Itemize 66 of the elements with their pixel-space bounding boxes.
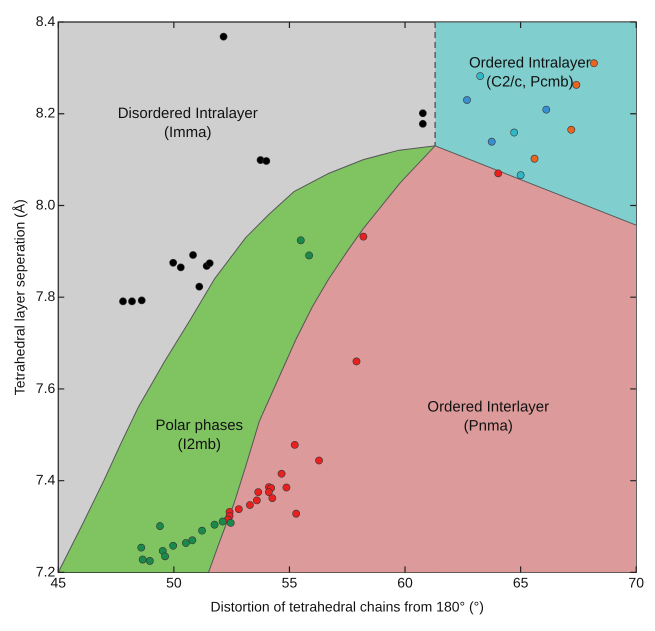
point [138,556,147,564]
point [176,263,185,272]
point [146,557,154,565]
x-tick-label: 50 [166,574,182,591]
point [463,96,471,104]
point [292,510,300,518]
y-tick-label: 8.2 [36,104,56,121]
y-tick-label: 7.6 [36,380,56,396]
point [156,522,164,530]
point [252,496,261,504]
y-tick-label: 7.8 [36,288,56,304]
point [182,539,190,547]
point [516,171,525,180]
point [476,72,484,80]
point [137,544,146,552]
point [282,484,290,492]
point [218,518,227,526]
point [206,259,214,268]
x-tick-label: 70 [628,574,644,591]
point [418,109,427,118]
point [352,358,360,366]
point [195,282,204,291]
point [494,169,502,178]
point [246,501,254,509]
point [418,120,427,128]
y-tick-label: 7.4 [36,472,56,488]
point [161,552,169,560]
annotation: Ordered Intralayer (C2/c, Pcmb) [469,54,591,90]
point [360,232,368,241]
point [189,251,197,259]
point [264,488,273,496]
point [542,106,550,114]
annotation: Ordered Interlayer (Pnma) [427,398,550,434]
y-tick-label: 8.0 [36,196,56,212]
point [220,32,228,41]
point [567,126,576,134]
point [296,236,305,244]
point [510,128,518,136]
point [315,456,323,464]
x-axis-title: Distortion of tetrahedral chains from 180° (°) [210,598,484,614]
point [188,536,196,544]
point [198,526,206,535]
y-tick-label: 8.4 [36,12,56,29]
y-axis-title: Tetrahedral layer seperation (Å) [11,199,28,396]
point [138,296,146,304]
point [169,258,178,267]
point [305,252,313,260]
point [226,518,235,527]
annotation: Polar phases (I2mb) [156,416,244,453]
point [530,154,538,163]
annotation: Disordered Intralayer (Imma) [118,104,258,141]
x-tick-label: 65 [512,574,529,591]
point [128,297,136,306]
point [169,542,178,550]
x-tick-label: 55 [282,574,298,591]
point [290,440,299,449]
point [119,297,127,306]
point [210,520,218,529]
point [268,494,276,502]
point [262,157,270,165]
point [590,59,598,68]
point [488,138,496,146]
point [254,488,262,496]
point [234,505,243,514]
point [278,470,286,478]
x-tick-label: 60 [397,574,414,591]
